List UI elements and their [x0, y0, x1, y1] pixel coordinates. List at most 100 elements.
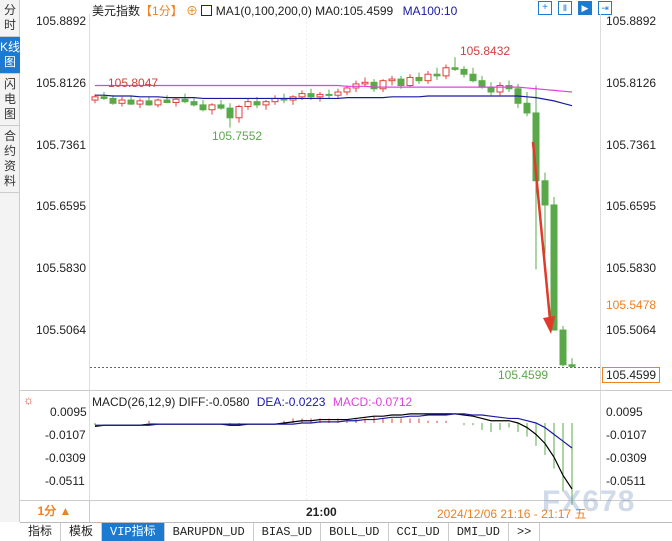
crosshair-icon[interactable]: +: [538, 1, 552, 15]
macd-left-label: 0.0095: [50, 405, 87, 419]
candle-body: [487, 86, 495, 93]
period-button[interactable]: 1分 ▲: [20, 501, 90, 522]
candle-body: [298, 93, 306, 98]
left-price-label: 105.8892: [36, 14, 87, 28]
ma0-label: MA0:105.4599: [315, 4, 394, 18]
tab-dmi[interactable]: DMI_UD: [449, 523, 509, 541]
candle-body: [541, 180, 549, 206]
candle-body: [370, 81, 378, 90]
candle-body: [235, 106, 243, 119]
add-icon[interactable]: ⊕: [186, 4, 199, 18]
candle-body: [199, 104, 207, 111]
candle-body: [388, 78, 396, 82]
candle-body: [550, 204, 558, 331]
right-price-label: 105.5830: [606, 261, 657, 275]
macd-dea-line: [95, 413, 573, 449]
macd-right-label: -0.0511: [606, 474, 646, 488]
ma-line-pink: [95, 84, 573, 93]
candle-body: [361, 81, 369, 85]
candle-body: [379, 80, 387, 90]
jump-end-icon[interactable]: ⇥: [598, 1, 612, 15]
macd-diff: DIFF:-0.0580: [178, 395, 250, 409]
candle-body: [91, 96, 99, 101]
candle-body: [424, 73, 432, 82]
watermark-logo: FX678: [542, 485, 636, 518]
macd-left-label: -0.0309: [45, 451, 86, 465]
candle-body: [415, 76, 423, 82]
symbol-name: 美元指数: [92, 4, 141, 18]
candle-body: [109, 97, 117, 104]
candle-body: [559, 329, 567, 366]
candle-body: [307, 93, 315, 98]
indicator-icon[interactable]: [201, 5, 213, 16]
tab-indicator[interactable]: 指标: [20, 523, 62, 541]
ma-left-annotation: 105.8047: [108, 76, 159, 90]
candle-body: [226, 107, 234, 119]
tab-template[interactable]: 模板: [61, 523, 103, 541]
candle-body: [208, 104, 216, 111]
candle-body: [244, 101, 252, 108]
sidebar-item-kline[interactable]: K线图: [0, 37, 20, 74]
candle-body: [478, 80, 486, 88]
candle-body: [334, 91, 342, 96]
ma100-label: MA100:10: [402, 4, 458, 18]
candle-body: [568, 364, 576, 367]
candle-body: [181, 98, 189, 103]
macd-right-label: 0.0095: [606, 405, 643, 419]
tab-boll[interactable]: BOLL_UD: [321, 523, 389, 541]
red-arrow-head: [543, 316, 555, 334]
candle-body: [163, 99, 171, 103]
last-annotation: 105.4599: [498, 368, 549, 382]
candle-body: [154, 99, 162, 106]
candle-body: [433, 73, 441, 77]
tab-bias[interactable]: BIAS_UD: [254, 523, 322, 541]
toolbar: + Ⅱ ▶ ⇥: [538, 1, 612, 15]
low-annotation: 105.7552: [212, 129, 263, 143]
right-price-label: 105.8892: [606, 14, 657, 28]
right-price-label: 105.8126: [606, 76, 657, 90]
zoom-range-icon[interactable]: Ⅱ: [558, 1, 572, 15]
sidebar: 分时 K线图 闪电图 合约资料: [0, 0, 20, 522]
time-range: 2024/12/06 21:16 - 21:17 五: [437, 507, 587, 521]
tab-more[interactable]: >>: [509, 523, 541, 541]
candle-body: [172, 98, 180, 103]
time-tick: 21:00: [306, 505, 337, 519]
right-price-label: 105.6595: [606, 199, 657, 213]
macd-value: MACD:-0.0712: [332, 395, 413, 409]
high-annotation: 105.8432: [460, 44, 511, 58]
candle-body: [262, 101, 270, 106]
right-price-label: 105.7361: [606, 138, 657, 152]
left-price-label: 105.5830: [36, 261, 87, 275]
candle-body: [217, 104, 225, 109]
tab-cci[interactable]: CCI_UD: [389, 523, 449, 541]
macd-settings-icon[interactable]: ☼: [23, 393, 34, 407]
candle-body: [343, 87, 351, 93]
candle-body: [469, 73, 477, 82]
indicator-tabs: 指标 模板 VIP指标 BARUPDN_UD BIAS_UD BOLL_UD C…: [20, 522, 672, 541]
candle-body: [118, 99, 126, 104]
play-icon[interactable]: ▶: [578, 1, 592, 15]
current-price-label: 105.5478: [606, 298, 657, 312]
candle-body: [100, 96, 108, 99]
last-price-badge: 105.4599: [602, 367, 661, 383]
candle-body: [136, 100, 144, 105]
kline-chart[interactable]: [0, 0, 672, 522]
ma-line-blue: [95, 94, 573, 107]
candle-body: [145, 100, 153, 106]
left-price-label: 105.8126: [36, 76, 87, 90]
sidebar-item-contract[interactable]: 合约资料: [0, 126, 20, 193]
sidebar-item-timeshare[interactable]: 分时: [0, 0, 20, 37]
candle-body: [523, 102, 531, 114]
macd-right-label: -0.0309: [606, 451, 647, 465]
tab-vip[interactable]: VIP指标: [102, 523, 165, 541]
sidebar-item-flash[interactable]: 闪电图: [0, 74, 20, 126]
candle-body: [253, 101, 261, 106]
tab-barupdn[interactable]: BARUPDN_UD: [165, 523, 254, 541]
candle-body: [325, 93, 333, 96]
candle-body: [460, 68, 468, 75]
red-arrow-shaft: [531, 141, 553, 331]
right-price-label: 105.5064: [606, 323, 657, 337]
candle-body: [316, 93, 324, 98]
candle-body: [496, 85, 504, 93]
chart-header: 美元指数【1分】 ⊕ MA1(0,100,200,0) MA0:105.4599…: [92, 2, 457, 19]
